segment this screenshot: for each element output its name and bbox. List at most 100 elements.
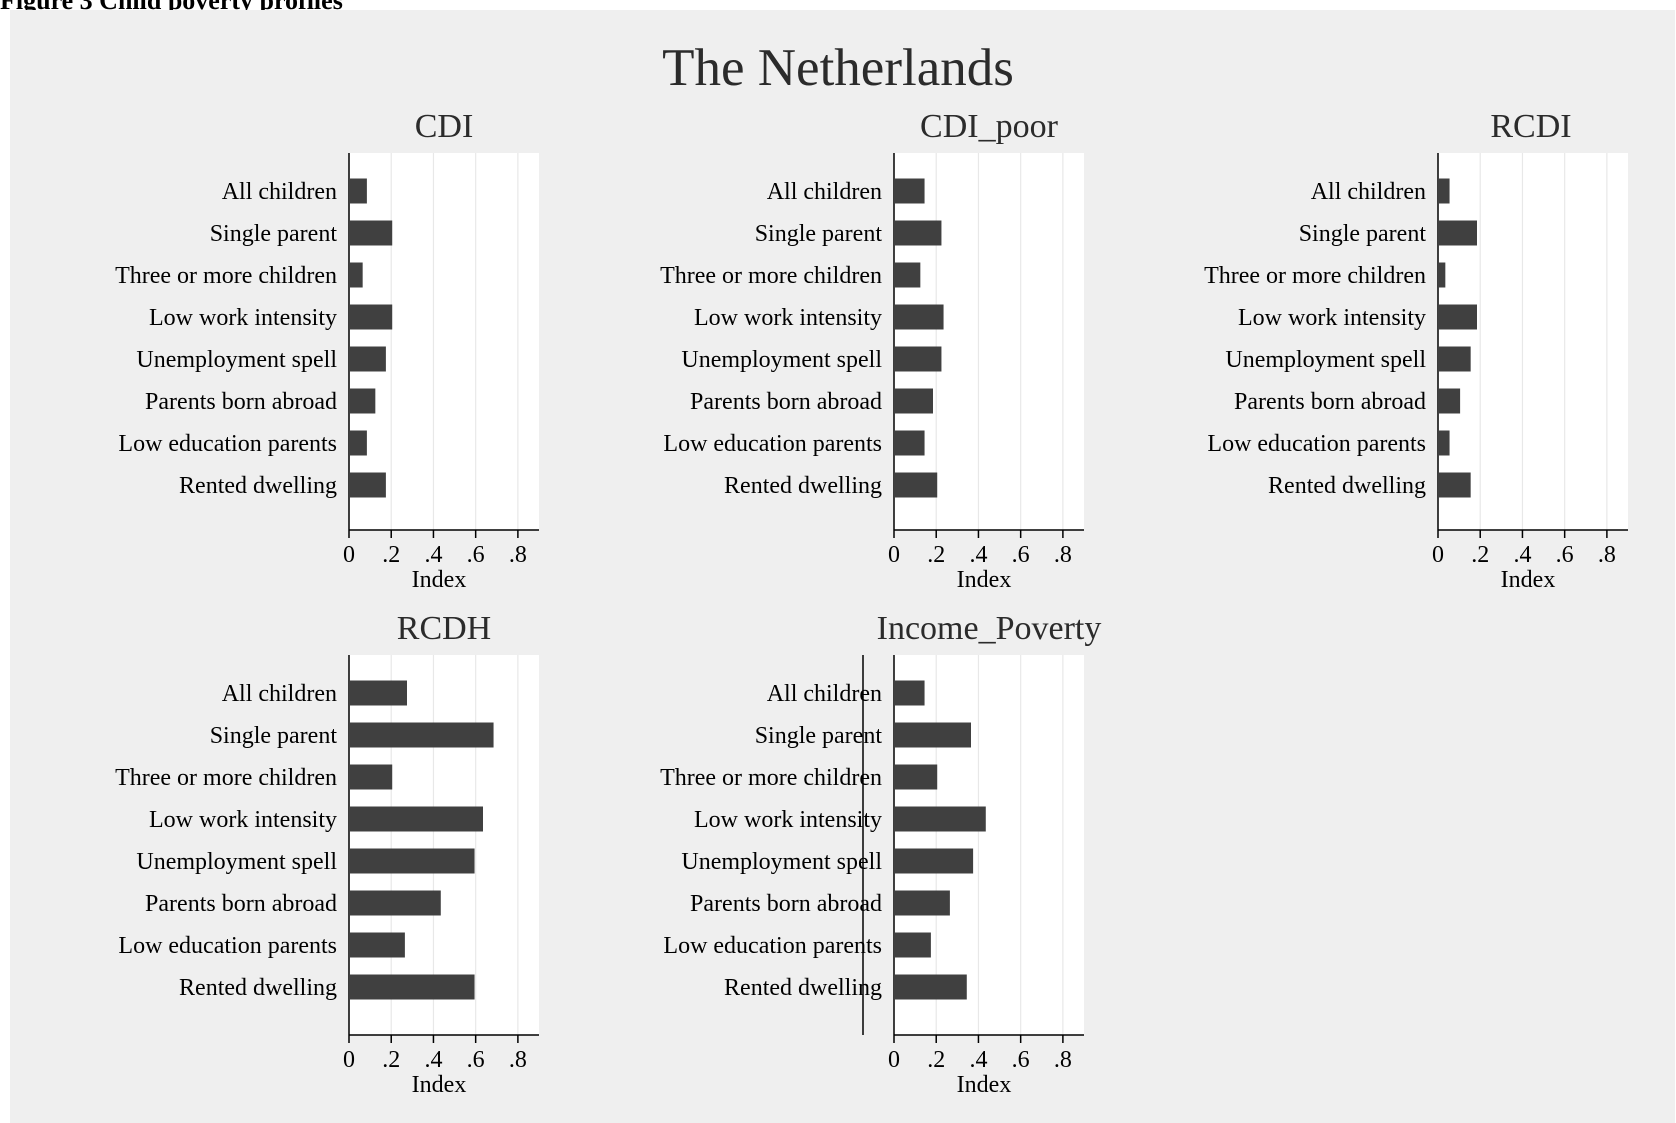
bar bbox=[895, 806, 986, 832]
bar bbox=[895, 472, 938, 498]
category-label: Parents born abroad bbox=[145, 389, 337, 415]
bar bbox=[1439, 472, 1471, 498]
x-tick-label: 0 bbox=[888, 542, 900, 568]
bar bbox=[895, 304, 944, 330]
category-label: Single parent bbox=[210, 723, 338, 749]
category-label: All children bbox=[222, 681, 337, 707]
bar bbox=[350, 890, 441, 916]
category-label: Rented dwelling bbox=[179, 975, 337, 1001]
bar bbox=[1439, 430, 1450, 456]
x-tick-label: .8 bbox=[1054, 1047, 1072, 1073]
bar bbox=[895, 388, 933, 414]
category-label: Low work intensity bbox=[694, 305, 882, 331]
x-tick-label: .6 bbox=[1012, 542, 1030, 568]
x-tick-label: .6 bbox=[467, 542, 485, 568]
bar bbox=[350, 764, 393, 790]
x-axis-label: Index bbox=[1501, 567, 1556, 593]
category-label: All children bbox=[767, 681, 882, 707]
x-axis-label: Index bbox=[412, 567, 467, 593]
x-tick-label: 0 bbox=[888, 1047, 900, 1073]
category-label: Parents born abroad bbox=[690, 891, 882, 917]
x-tick-label: 0 bbox=[1432, 542, 1444, 568]
x-tick-label: .6 bbox=[1012, 1047, 1030, 1073]
x-tick-label: .4 bbox=[424, 542, 442, 568]
graph-region bbox=[10, 10, 1675, 1123]
category-label: Unemployment spell bbox=[681, 849, 882, 875]
x-tick-label: .8 bbox=[1598, 542, 1616, 568]
category-label: Low work intensity bbox=[149, 807, 337, 833]
bar bbox=[350, 806, 483, 832]
category-label: Rented dwelling bbox=[1268, 473, 1426, 499]
bar bbox=[350, 304, 393, 330]
category-label: Low work intensity bbox=[694, 807, 882, 833]
bar bbox=[350, 220, 393, 246]
bar bbox=[1439, 178, 1450, 204]
bar bbox=[895, 890, 950, 916]
x-axis-label: Index bbox=[957, 1072, 1012, 1098]
bar bbox=[895, 346, 942, 372]
bar bbox=[350, 722, 494, 748]
x-tick-label: .2 bbox=[382, 1047, 400, 1073]
category-label: Unemployment spell bbox=[136, 849, 337, 875]
chart-title: CDI bbox=[415, 108, 474, 145]
category-label: Low education parents bbox=[1207, 431, 1426, 457]
x-tick-label: .2 bbox=[1471, 542, 1489, 568]
category-label: Three or more children bbox=[660, 765, 882, 791]
bar bbox=[1439, 304, 1477, 330]
chart-panel-0: All children Single parent Three or more c… bbox=[115, 108, 539, 593]
chart-panel-4: All children Single parent Three or more c… bbox=[660, 610, 1101, 1098]
bar bbox=[895, 932, 931, 958]
chart-panel-1: All children Single parent Three or more c… bbox=[660, 108, 1084, 593]
category-label: Parents born abroad bbox=[690, 389, 882, 415]
category-label: Three or more children bbox=[1204, 263, 1426, 289]
chart-title: Income_Poverty bbox=[877, 610, 1102, 647]
bar bbox=[350, 262, 363, 288]
x-tick-label: .4 bbox=[424, 1047, 442, 1073]
category-label: Single parent bbox=[210, 221, 338, 247]
x-tick-label: .8 bbox=[1054, 542, 1072, 568]
page-title: The Netherlands bbox=[662, 39, 1014, 97]
bar bbox=[895, 722, 971, 748]
category-label: Single parent bbox=[755, 221, 883, 247]
chart-panel-2: All children Single parent Three or more c… bbox=[1204, 108, 1628, 593]
x-tick-label: .4 bbox=[969, 1047, 987, 1073]
bar bbox=[350, 974, 475, 1000]
category-label: Low education parents bbox=[663, 431, 882, 457]
bar bbox=[895, 430, 925, 456]
category-label: Unemployment spell bbox=[1225, 347, 1426, 373]
x-tick-label: .8 bbox=[509, 542, 527, 568]
x-tick-label: .4 bbox=[1513, 542, 1531, 568]
bar bbox=[1439, 220, 1477, 246]
x-tick-label: .6 bbox=[1556, 542, 1574, 568]
category-label: Rented dwelling bbox=[724, 473, 882, 499]
bar bbox=[895, 680, 925, 706]
x-tick-label: .2 bbox=[927, 542, 945, 568]
chart-title: RCDH bbox=[397, 610, 491, 647]
category-label: Rented dwelling bbox=[724, 975, 882, 1001]
x-tick-label: 0 bbox=[343, 542, 355, 568]
bar bbox=[895, 764, 938, 790]
category-label: Unemployment spell bbox=[681, 347, 882, 373]
category-label: Parents born abroad bbox=[145, 891, 337, 917]
chart-panel-3: All children Single parent Three or more c… bbox=[115, 610, 539, 1098]
plot-area bbox=[349, 655, 539, 1035]
bar bbox=[895, 178, 925, 204]
x-axis-label: Index bbox=[412, 1072, 467, 1098]
x-tick-label: .6 bbox=[467, 1047, 485, 1073]
category-label: Low work intensity bbox=[1238, 305, 1426, 331]
x-tick-label: 0 bbox=[343, 1047, 355, 1073]
category-label: Rented dwelling bbox=[179, 473, 337, 499]
x-tick-label: .8 bbox=[509, 1047, 527, 1073]
category-label: All children bbox=[767, 179, 882, 205]
bar bbox=[1439, 262, 1446, 288]
bar bbox=[350, 472, 386, 498]
category-label: Single parent bbox=[755, 723, 883, 749]
x-axis-label: Index bbox=[957, 567, 1012, 593]
bar bbox=[895, 220, 942, 246]
category-label: Single parent bbox=[1299, 221, 1427, 247]
bar bbox=[350, 388, 376, 414]
category-label: All children bbox=[1311, 179, 1426, 205]
bar bbox=[895, 262, 921, 288]
x-tick-label: .2 bbox=[382, 542, 400, 568]
